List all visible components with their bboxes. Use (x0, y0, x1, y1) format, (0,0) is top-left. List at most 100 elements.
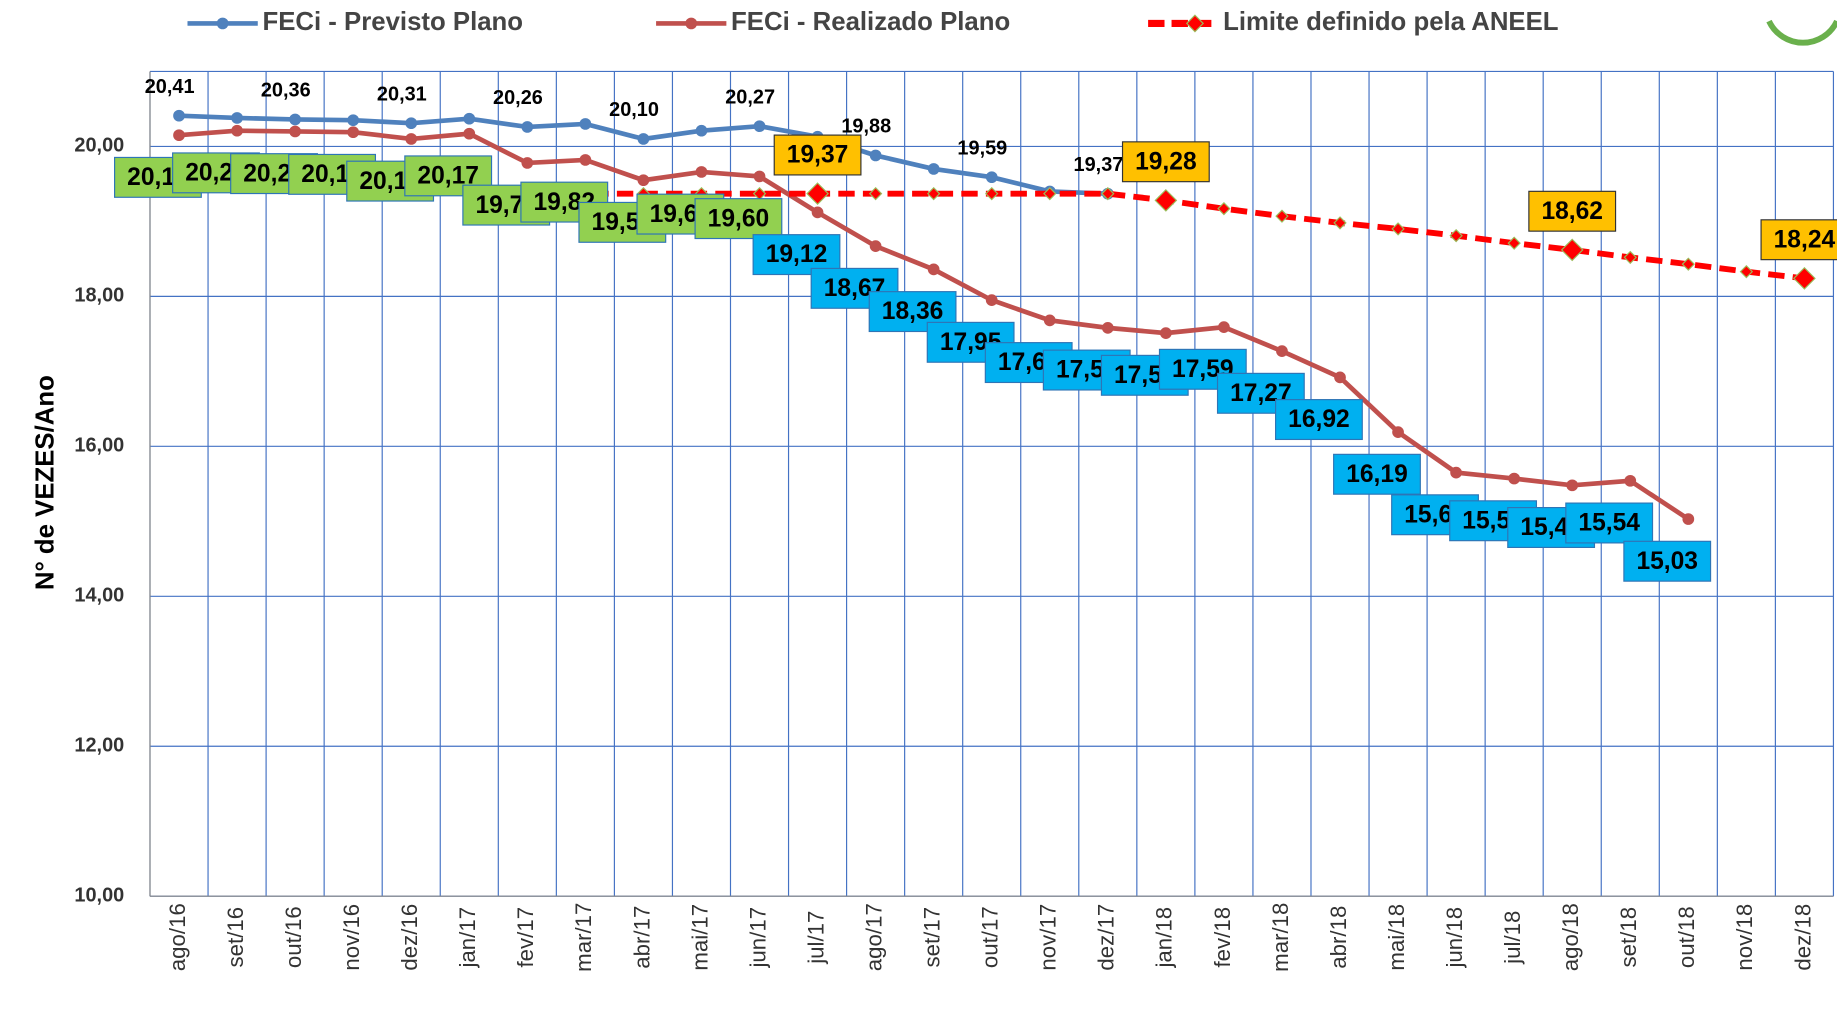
x-tick-label: abr/18 (1326, 906, 1351, 969)
label-box (773, 134, 862, 176)
label-box (1528, 190, 1617, 232)
point-marker (985, 294, 998, 306)
x-tick-label: ago/18 (1558, 903, 1583, 971)
point-marker (695, 124, 708, 137)
x-tick-label: fev/18 (1210, 907, 1235, 968)
data-label-box: 18,62 (1528, 190, 1617, 232)
data-label-box: 19,28 (1121, 141, 1210, 183)
x-tick-label: out/16 (281, 906, 306, 968)
data-label: 18,24 (1774, 226, 1836, 253)
point-marker (173, 129, 185, 142)
y-tick-label: 16,00 (74, 435, 124, 457)
point-marker (869, 240, 882, 253)
x-tick-label: mar/18 (1268, 903, 1293, 972)
point-marker (1624, 474, 1637, 487)
data-label-box: 15,54 (1565, 502, 1654, 544)
x-tick-label: dez/17 (1094, 904, 1119, 971)
x-tick-label: jul/18 (1500, 911, 1525, 965)
x-tick-label: nov/17 (1036, 904, 1061, 971)
x-tick-label: mai/17 (687, 904, 712, 971)
x-tick-label: set/17 (920, 907, 945, 968)
data-label: 15,54 (1578, 510, 1640, 537)
data-label: 19,28 (1135, 148, 1197, 175)
point-marker (1101, 186, 1115, 201)
x-tick-label: jul/17 (803, 911, 828, 965)
point-marker (927, 163, 940, 175)
label-box (1274, 399, 1363, 441)
point-marker (289, 113, 301, 126)
point-marker (1218, 321, 1230, 333)
data-label: 19,12 (766, 241, 828, 268)
x-tick-label: jan/17 (455, 907, 480, 969)
point-marker (1392, 426, 1404, 438)
point-marker (463, 127, 476, 140)
data-label: 19,37 (787, 142, 849, 169)
point-marker (173, 109, 185, 122)
data-label-box: 18,24 (1760, 219, 1837, 261)
point-marker (1449, 228, 1463, 243)
x-tick-label: nov/16 (339, 904, 364, 971)
data-label-box: 19,37 (773, 134, 862, 176)
y-tick-label: 12,00 (74, 735, 124, 757)
legend-label: FECi - Realizado Plano (731, 8, 1010, 36)
x-tick-label: ago/17 (861, 903, 886, 971)
logo (1766, 19, 1837, 46)
point-marker (463, 112, 476, 125)
data-label-box: 19,12 (752, 234, 841, 276)
legend-label: Limite definido pela ANEEL (1223, 8, 1558, 36)
point-marker (868, 186, 883, 201)
label-box (1623, 540, 1712, 582)
data-label: 20,26 (493, 87, 543, 109)
y-axis-title: N° de VEZES/Ano (32, 375, 60, 590)
point-marker (1450, 466, 1462, 479)
point-marker (405, 133, 418, 145)
point-marker (1334, 371, 1346, 384)
data-label: 16,92 (1288, 406, 1350, 433)
point-marker (521, 157, 534, 169)
x-tick-label: dez/18 (1790, 904, 1815, 971)
point-marker (1043, 186, 1057, 201)
x-tick-label: set/18 (1616, 907, 1641, 968)
y-tick-label: 20,00 (74, 135, 124, 157)
data-label: 20,27 (725, 86, 775, 108)
label-box (694, 198, 783, 240)
point-marker (1793, 267, 1816, 290)
point-marker (1043, 314, 1056, 327)
label-box (752, 234, 841, 276)
point-marker (1101, 322, 1114, 334)
point-marker (927, 263, 940, 276)
x-tick-label: jun/18 (1442, 907, 1467, 969)
x-tick-label: fev/17 (513, 907, 538, 968)
data-label: 16,19 (1346, 461, 1408, 488)
x-tick-label: mar/17 (571, 903, 596, 972)
data-label: 19,60 (708, 205, 770, 232)
legend-marker (685, 17, 698, 30)
point-marker (347, 126, 360, 139)
legend-marker (1185, 14, 1205, 33)
data-label-box: 16,19 (1333, 453, 1421, 495)
data-label-box: 16,92 (1274, 399, 1363, 441)
data-label: 18,36 (882, 298, 944, 325)
point-marker (1566, 479, 1579, 492)
y-tick-label: 14,00 (74, 585, 124, 607)
label-box (1333, 453, 1421, 495)
x-tick-label: jun/17 (745, 907, 770, 969)
point-marker (1276, 345, 1288, 357)
data-label: 20,41 (145, 76, 195, 98)
x-tick-label: ago/16 (165, 903, 190, 971)
point-marker (1681, 257, 1695, 271)
point-marker (637, 174, 650, 187)
data-label: 18,62 (1541, 198, 1603, 225)
point-marker (579, 154, 592, 166)
legend-marker (216, 17, 229, 30)
x-tick-label: nov/18 (1732, 904, 1757, 971)
label-box (1121, 141, 1210, 183)
point-marker (695, 166, 708, 178)
data-label: 19,88 (841, 116, 891, 138)
data-label: 20,31 (377, 83, 427, 105)
point-marker (637, 133, 650, 145)
point-marker (985, 186, 999, 201)
point-marker (806, 182, 829, 206)
point-marker (869, 149, 882, 162)
